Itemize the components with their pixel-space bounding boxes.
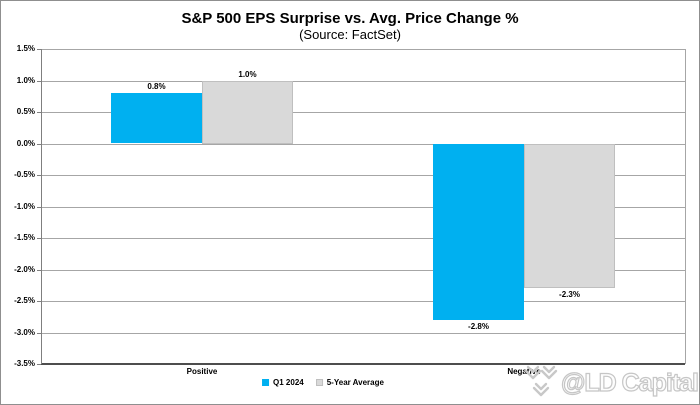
y-tick-label: -2.5%	[14, 296, 35, 305]
y-axis-tick	[37, 143, 41, 145]
y-axis-tick	[37, 49, 41, 50]
category-label-positive: Positive	[186, 367, 218, 376]
y-axis-tick	[37, 238, 41, 239]
bar-data-label: -2.3%	[559, 290, 580, 300]
chart-title: S&P 500 EPS Surprise vs. Avg. Price Chan…	[181, 10, 519, 27]
legend-swatch-5-year-average-icon	[315, 379, 323, 386]
bar-q1-2024-negative	[433, 143, 524, 320]
bar-data-label: -2.8%	[468, 321, 489, 331]
gridline	[41, 143, 685, 145]
y-tick-label: -1.5%	[14, 233, 35, 242]
y-axis-tick	[37, 364, 41, 365]
gridline	[41, 206, 685, 208]
y-axis-tick	[37, 301, 41, 302]
bar-q1-2024-positive	[111, 93, 202, 144]
gridline	[41, 332, 685, 334]
y-tick-label: 0.5%	[16, 107, 35, 116]
y-tick-label: 1.5%	[16, 44, 35, 53]
y-axis-tick	[37, 175, 41, 176]
y-axis-tick	[37, 112, 41, 113]
y-axis-line	[41, 49, 42, 364]
legend-label-5-year-average: 5-Year Average	[326, 378, 384, 387]
y-tick-label: 0.0%	[16, 138, 35, 148]
y-tick-label: 1.0%	[16, 75, 35, 85]
watermark: @LD Capital	[524, 364, 699, 402]
chart-subtitle: (Source: FactSet)	[299, 27, 401, 42]
y-axis-tick	[37, 206, 41, 208]
gridline	[41, 269, 685, 271]
bar-5-year-average-positive	[202, 80, 293, 144]
category-label-negative: Negative	[507, 367, 541, 376]
y-tick-label: -3.5%	[14, 359, 35, 368]
legend: Q1 2024 5-Year Average	[262, 378, 384, 387]
y-tick-label: -0.5%	[14, 170, 35, 179]
y-axis-tick	[37, 332, 41, 334]
bar-data-label: 0.8%	[147, 82, 166, 92]
y-axis-tick	[37, 269, 41, 271]
bar-data-label: 1.0%	[238, 69, 257, 79]
chevrons-logo-icon	[524, 365, 558, 397]
gridline	[41, 363, 685, 365]
legend-item-q1-2024: Q1 2024	[262, 378, 304, 387]
y-tick-label: -3.0%	[14, 327, 35, 337]
gridline	[41, 112, 685, 113]
legend-label-q1-2024: Q1 2024	[273, 378, 304, 387]
gridline	[41, 80, 685, 82]
y-tick-label: -1.0%	[14, 201, 35, 211]
legend-swatch-q1-2024-icon	[262, 379, 270, 386]
plot-right-border	[685, 49, 686, 364]
gridline	[41, 49, 685, 50]
gridline	[41, 175, 685, 176]
gridline	[41, 238, 685, 239]
y-tick-label: -2.0%	[14, 264, 35, 274]
watermark-text: @LD Capital	[560, 368, 699, 397]
bar-5-year-average-negative	[524, 143, 615, 289]
legend-item-5-year-average: 5-Year Average	[315, 378, 384, 387]
gridline	[41, 301, 685, 302]
y-axis-tick	[37, 80, 41, 82]
